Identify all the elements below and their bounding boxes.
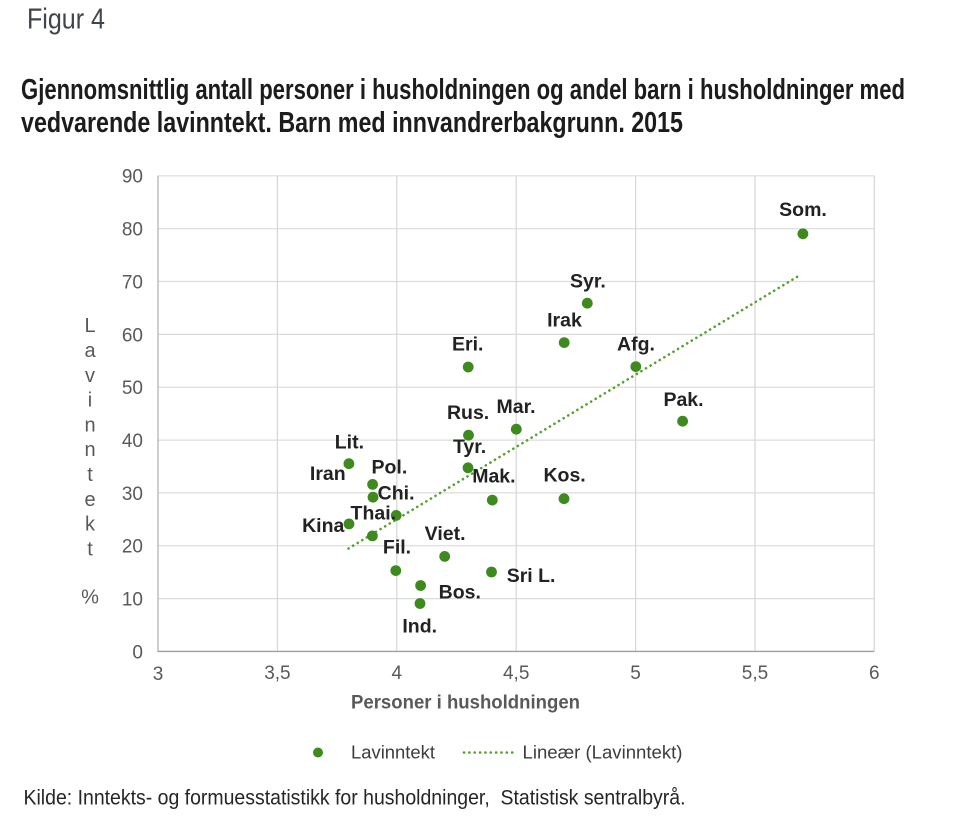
svg-text:4,5: 4,5 [503,663,529,684]
svg-text:Pol.: Pol. [372,457,408,479]
svg-text:Thai.: Thai. [351,503,397,525]
svg-text:vedvarende lavinntekt. Barn me: vedvarende lavinntekt. Barn med innvandr… [21,107,683,139]
svg-text:n: n [84,439,95,461]
svg-text:t: t [87,538,93,560]
svg-text:Pak.: Pak. [663,389,703,411]
svg-text:90: 90 [122,167,143,188]
svg-text:Lavinntekt: Lavinntekt [351,743,435,763]
svg-text:20: 20 [122,537,143,558]
svg-text:60: 60 [122,325,143,346]
svg-text:4: 4 [392,663,403,684]
svg-text:Kilde: Inntekts- og formuessta: Kilde: Inntekts- og formuesstatistikk fo… [24,786,686,809]
svg-text:5: 5 [630,663,641,684]
svg-text:Lineær (Lavinntekt): Lineær (Lavinntekt) [523,743,683,763]
svg-text:5,5: 5,5 [742,663,768,684]
svg-text:Rus.: Rus. [447,402,489,424]
svg-text:Figur 4: Figur 4 [27,4,105,36]
svg-text:v: v [85,365,95,387]
svg-text:3,5: 3,5 [264,663,290,684]
svg-text:40: 40 [122,431,143,452]
svg-text:n: n [84,414,95,436]
svg-text:Som.: Som. [779,199,827,221]
svg-text:Eri.: Eri. [452,334,483,356]
svg-text:Lit.: Lit. [335,432,364,454]
svg-text:Iran: Iran [310,463,346,485]
svg-text:Chi.: Chi. [378,483,415,505]
svg-text:Afg.: Afg. [617,334,655,356]
svg-text:%: % [81,587,99,609]
svg-text:Syr.: Syr. [570,271,606,293]
svg-text:Viet.: Viet. [425,523,466,545]
svg-text:Sri L.: Sri L. [507,565,556,587]
svg-text:10: 10 [122,590,143,611]
svg-text:70: 70 [122,272,143,293]
svg-text:Kina: Kina [302,515,344,537]
svg-text:t: t [87,464,93,486]
svg-text:Personer i husholdningen: Personer i husholdningen [351,693,580,714]
svg-text:30: 30 [122,484,143,505]
svg-text:0: 0 [132,642,143,663]
svg-text:e: e [84,489,95,511]
svg-text:Mar.: Mar. [496,396,535,418]
svg-text:Fil.: Fil. [383,537,411,559]
svg-text:Kos.: Kos. [543,464,585,486]
svg-text:Bos.: Bos. [439,581,481,603]
svg-text:Tyr.: Tyr. [453,436,486,458]
svg-text:6: 6 [869,663,880,684]
svg-text:i: i [88,390,92,412]
svg-text:a: a [84,340,96,362]
svg-text:3: 3 [153,664,164,685]
svg-text:Gjennomsnittlig antall persone: Gjennomsnittlig antall personer i hushol… [21,74,905,106]
svg-text:k: k [85,514,96,536]
svg-text:Irak: Irak [547,310,582,332]
svg-text:L: L [84,315,95,337]
svg-text:80: 80 [122,220,143,241]
svg-text:Ind.: Ind. [402,615,437,637]
svg-text:Mak.: Mak. [472,465,515,487]
svg-text:50: 50 [122,378,143,399]
